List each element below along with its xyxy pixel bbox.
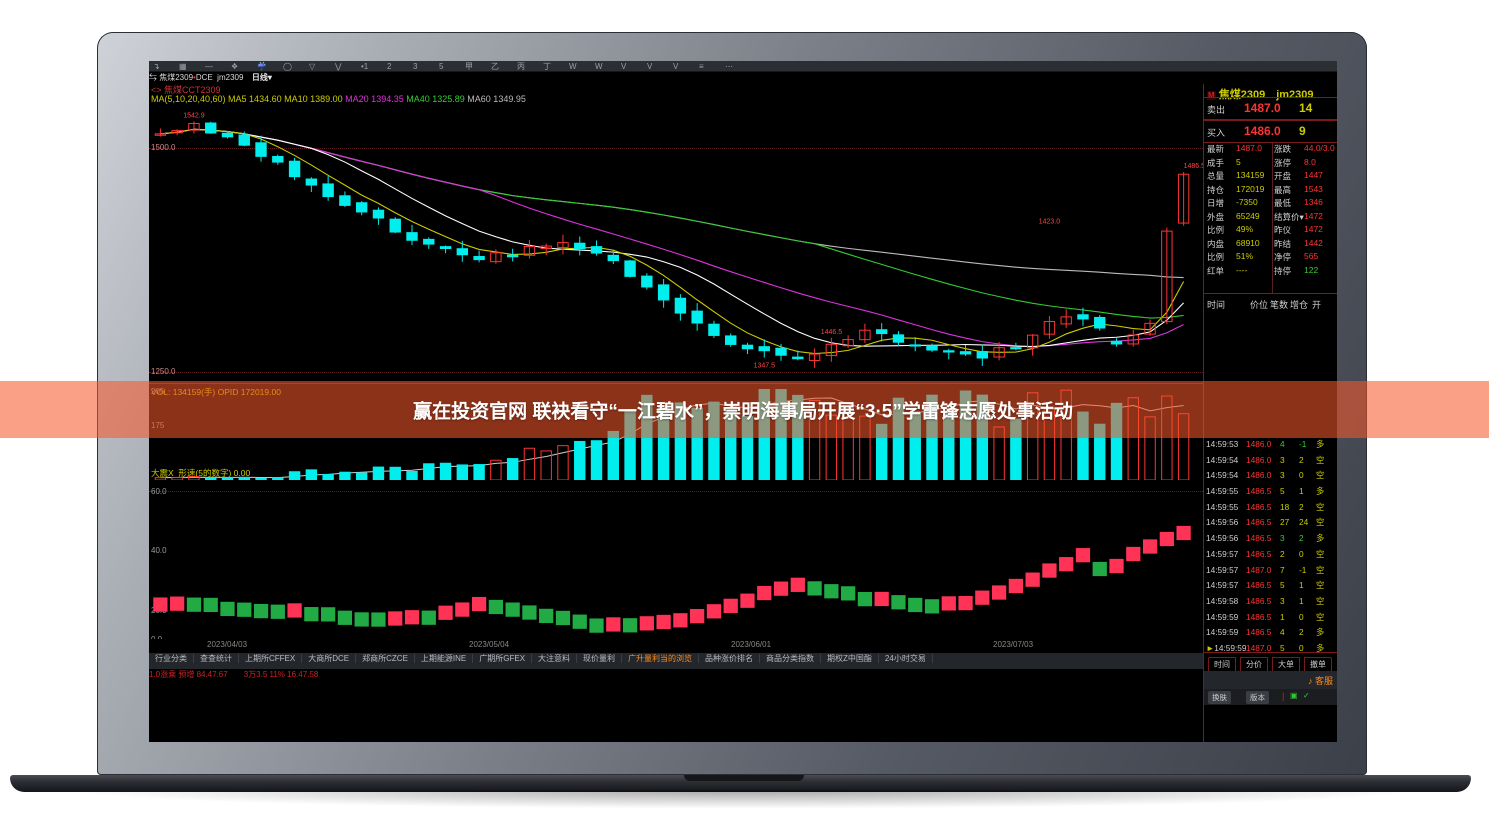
svg-text:1542.9: 1542.9	[183, 112, 205, 119]
svg-text:1446.5: 1446.5	[821, 329, 843, 336]
svg-text:1423.0: 1423.0	[1039, 219, 1061, 226]
svg-text:1347.5: 1347.5	[754, 363, 776, 370]
svg-text:1486.5: 1486.5	[1184, 163, 1203, 170]
